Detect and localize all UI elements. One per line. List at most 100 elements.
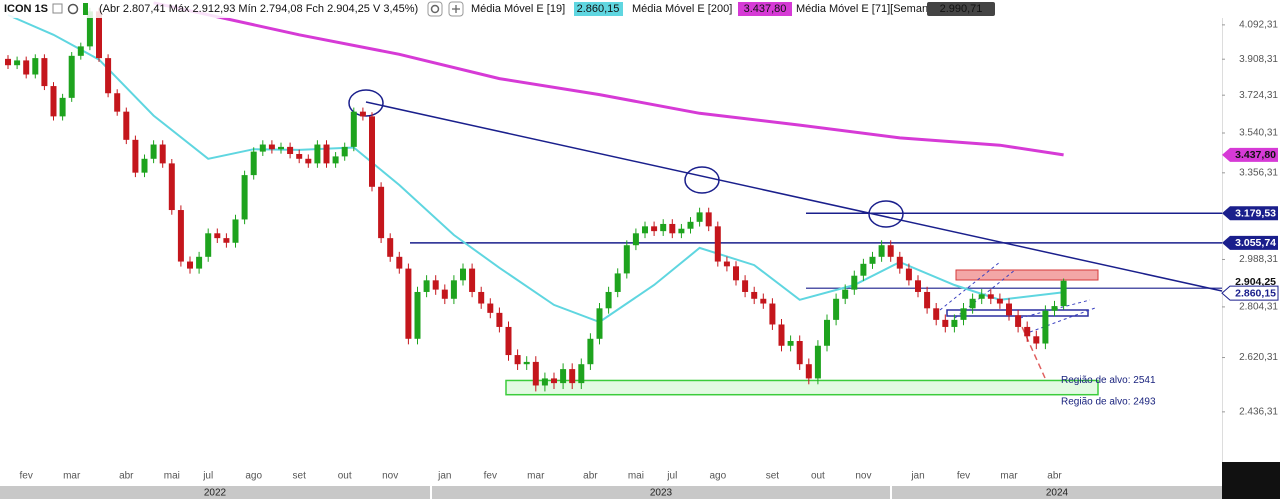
candle-body <box>305 158 312 164</box>
x-tick-label: ago <box>245 471 262 482</box>
x-tick-label: abr <box>119 471 134 482</box>
moving-average <box>153 1 1064 157</box>
indicator-name: Média Móvel E [19] <box>471 3 565 15</box>
price-tag <box>1222 235 1278 250</box>
year-label: 2023 <box>650 488 673 499</box>
candle-body <box>796 341 803 365</box>
x-tick-label: jan <box>910 471 924 482</box>
candle-body <box>760 298 767 304</box>
candle-body <box>150 144 157 159</box>
candle-body <box>441 289 448 299</box>
candle-body <box>187 261 193 269</box>
candle-body <box>596 308 603 339</box>
price-tag <box>1226 274 1278 289</box>
symbol: ICON 1S <box>4 3 48 15</box>
y-tick-label: 3.356,31 <box>1239 167 1278 178</box>
projection-line <box>1017 317 1046 379</box>
add-icon <box>452 5 460 13</box>
candle-body <box>332 156 339 164</box>
candle-body <box>132 139 139 173</box>
candle-body <box>496 312 503 327</box>
candle-body <box>196 256 203 269</box>
price-tag-label: 3.055,74 <box>1235 237 1276 249</box>
candle-body <box>814 345 821 379</box>
pivot-circle <box>348 89 384 117</box>
y-tick-label: 3.540,31 <box>1239 128 1278 139</box>
candle-body <box>569 369 576 384</box>
candle-body <box>241 175 248 220</box>
candle-body <box>77 46 84 56</box>
candle-body <box>432 280 439 290</box>
candle-body <box>250 151 257 176</box>
candle-body <box>523 361 530 365</box>
candle-body <box>751 291 758 299</box>
candle-body <box>605 291 612 309</box>
indicator-value: 2.860,15 <box>577 3 620 15</box>
candle-body <box>378 186 385 239</box>
candle-body <box>223 238 230 243</box>
candle-body <box>296 154 303 159</box>
x-tick-label: nov <box>855 471 871 482</box>
candle-body <box>651 226 658 232</box>
candle-body <box>505 326 512 356</box>
candle-body <box>623 245 630 274</box>
target-label: Região de alvo: 2493 <box>1061 396 1156 407</box>
x-tick-label: jan <box>437 471 451 482</box>
candle-body <box>214 233 221 239</box>
candle-body <box>1015 315 1022 327</box>
candle-body <box>405 268 412 339</box>
candle-body <box>778 324 785 346</box>
candle-body <box>851 275 858 290</box>
corner-box <box>1222 462 1280 499</box>
indicator-badge <box>738 2 792 16</box>
candle-body <box>733 266 739 281</box>
candle-body <box>987 294 994 299</box>
price-tag-label: 2.904,25 <box>1235 276 1276 288</box>
candle-body <box>14 60 21 66</box>
candle-body <box>450 280 457 299</box>
y-tick-label: 2.804,31 <box>1239 302 1278 313</box>
price-tag-label: 3.179,53 <box>1235 207 1276 219</box>
icon[interactable] <box>83 3 88 15</box>
candle-body <box>842 289 849 299</box>
candle-body <box>159 144 166 164</box>
x-tick-label: abr <box>1047 471 1062 482</box>
x-tick-label: abr <box>583 471 598 482</box>
candle-body <box>86 11 93 47</box>
resistance-zone <box>955 269 1099 281</box>
candle-body <box>5 58 11 66</box>
x-tick-label: nov <box>382 471 398 482</box>
candle-body <box>68 55 75 98</box>
candle-body <box>314 144 321 164</box>
support-zone <box>946 309 1089 317</box>
candle-body <box>551 378 557 384</box>
x-tick-label: jul <box>666 471 677 482</box>
candle-body <box>896 256 903 269</box>
candle-body <box>687 221 694 229</box>
x-tick-label: mar <box>63 471 81 482</box>
settings-button[interactable] <box>427 1 443 17</box>
candle-body <box>114 93 121 112</box>
target-label: Região de alvo: 2541 <box>1061 375 1156 386</box>
icon[interactable] <box>67 3 79 15</box>
x-tick-label: out <box>811 471 825 482</box>
candle-body <box>341 146 348 157</box>
candle-body <box>942 319 949 327</box>
candle-body <box>287 146 294 155</box>
candle-body <box>578 364 585 384</box>
price-tag-label: 2.860,15 <box>1235 287 1276 299</box>
x-tick-label: jul <box>202 471 213 482</box>
y-tick-label: 2.988,31 <box>1239 254 1278 265</box>
candle-body <box>933 308 940 320</box>
candle-body <box>969 298 976 309</box>
candle-body <box>278 146 284 150</box>
candle-body <box>878 245 885 257</box>
candle-body <box>787 341 794 346</box>
candle-body <box>587 338 594 365</box>
candle-body <box>915 280 921 292</box>
candle-body <box>541 378 548 386</box>
icon[interactable] <box>52 3 63 14</box>
candle-body <box>387 238 394 257</box>
candle-body <box>1006 303 1012 316</box>
x-tick-label: set <box>766 471 780 482</box>
